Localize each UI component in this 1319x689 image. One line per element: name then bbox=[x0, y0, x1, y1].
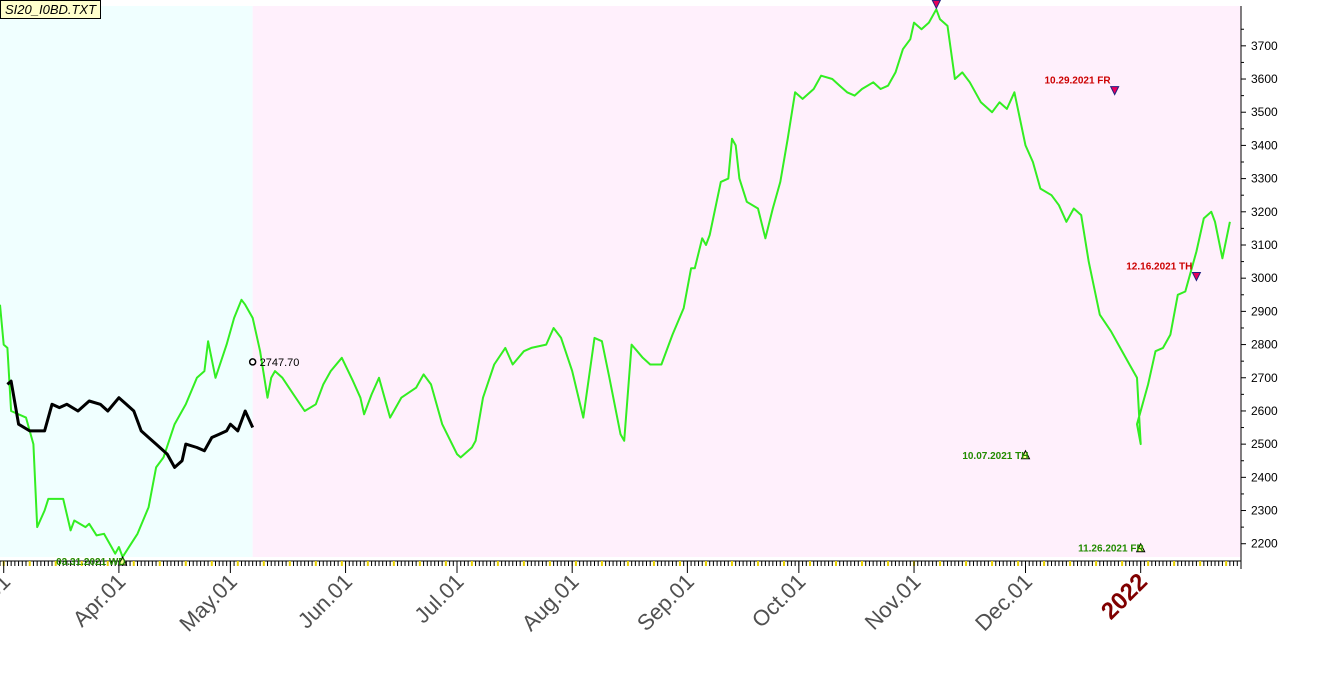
high-marker-5 bbox=[1191, 272, 1202, 282]
y-tick-label-2400: 2400 bbox=[1251, 470, 1278, 484]
low-label-4: 11.26.2021 FR bbox=[1078, 544, 1144, 555]
high-marker-1 bbox=[931, 0, 942, 10]
low-label-0: 03.31.2021 WD bbox=[56, 557, 126, 568]
x-tick-label-Jun.01: Jun.01 bbox=[293, 569, 357, 633]
x-tick-label-Oct.01: Oct.01 bbox=[747, 569, 811, 633]
y-tick-label-2300: 2300 bbox=[1251, 504, 1278, 518]
x-tick-label-May.01: May.01 bbox=[174, 569, 242, 637]
x-tick-label-2022: 2022 bbox=[1096, 568, 1153, 625]
background-region-1 bbox=[252, 6, 1241, 557]
high-marker-3 bbox=[1109, 86, 1120, 96]
low-marker-4 bbox=[1135, 542, 1146, 553]
y-tick-label-3100: 3100 bbox=[1251, 238, 1278, 252]
low-label-2: 10.07.2021 TH bbox=[962, 451, 1028, 462]
y-tick-label-3000: 3000 bbox=[1251, 271, 1278, 285]
last-value-label: 2747.70 bbox=[260, 357, 300, 369]
y-tick-label-2600: 2600 bbox=[1251, 404, 1278, 418]
y-tick-label-2200: 2200 bbox=[1251, 537, 1278, 551]
y-tick-label-3200: 3200 bbox=[1251, 205, 1278, 219]
y-tick-label-3700: 3700 bbox=[1251, 39, 1278, 53]
x-tick-label-Dec.01: Dec.01 bbox=[970, 569, 1037, 636]
high-label-3: 10.29.2021 FR bbox=[1044, 76, 1111, 87]
series-line-1 bbox=[6, 379, 255, 469]
x-tick-label-Apr.01: Apr.01 bbox=[68, 569, 131, 632]
high-label-5: 12.16.2021 TH bbox=[1126, 262, 1192, 273]
x-tick-label-Sep.01: Sep.01 bbox=[632, 569, 699, 636]
series-line-0 bbox=[0, 8, 1231, 558]
y-tick-label-3600: 3600 bbox=[1251, 72, 1278, 86]
y-tick-label-2700: 2700 bbox=[1251, 371, 1278, 385]
low-marker-0 bbox=[117, 555, 128, 566]
low-marker-2 bbox=[1020, 449, 1031, 460]
x-tick-label-Mar.01: Mar.01 bbox=[0, 569, 15, 634]
y-tick-label-2800: 2800 bbox=[1251, 338, 1278, 352]
background-region-0 bbox=[0, 6, 253, 557]
x-tick-label-Jul.01: Jul.01 bbox=[409, 569, 468, 628]
y-tick-label-3300: 3300 bbox=[1251, 172, 1278, 186]
x-tick-label-Nov.01: Nov.01 bbox=[860, 569, 926, 635]
y-tick-label-2500: 2500 bbox=[1251, 437, 1278, 451]
last-value-marker bbox=[248, 358, 257, 366]
y-tick-label-2900: 2900 bbox=[1251, 304, 1278, 318]
y-tick-label-3500: 3500 bbox=[1251, 105, 1278, 119]
window-title: SI20_I0BD.TXT bbox=[0, 0, 102, 19]
y-tick-label-3400: 3400 bbox=[1251, 138, 1278, 152]
x-tick-label-Aug.01: Aug.01 bbox=[517, 569, 584, 636]
